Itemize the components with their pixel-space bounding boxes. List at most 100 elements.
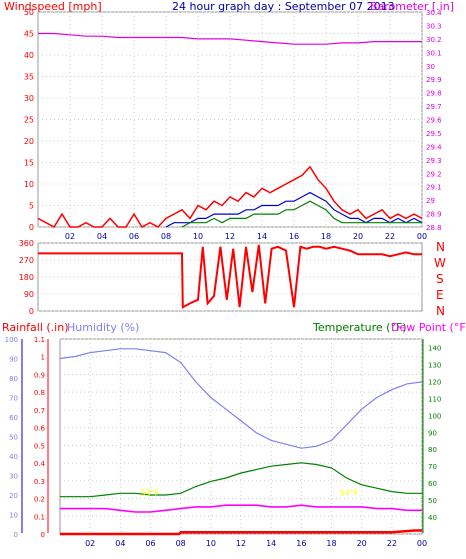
direction-label-n-bottom: N <box>436 304 445 318</box>
temperature-tick: 100 <box>428 412 441 420</box>
top-left-tick: 35 <box>24 73 34 82</box>
series-temperature <box>60 462 422 498</box>
top-right-tick: 29.3 <box>426 157 442 165</box>
top-x-tick: 18 <box>321 232 331 241</box>
top-right-tick: 29.4 <box>426 143 442 151</box>
direction-label-w: W <box>434 256 446 270</box>
series-humidity <box>59 348 423 449</box>
top-right-tick: 28.9 <box>426 211 442 219</box>
temperature-tick: 40 <box>428 514 437 522</box>
rain-tick: 0.8 <box>34 389 45 397</box>
middle-left-tick: 90 <box>24 290 34 299</box>
series-rain <box>60 529 422 536</box>
bottom-x-tick: 14 <box>266 539 276 548</box>
rain-tick: 0.5 <box>34 442 45 450</box>
rain-tick: 0.1 <box>34 513 45 521</box>
top-right-tick: 28.8 <box>426 224 442 232</box>
bottom-x-tick: 22 <box>387 539 397 548</box>
annotation-temp-1: 54°F <box>141 489 160 498</box>
top-x-tick: 10 <box>193 232 203 241</box>
top-right-tick: 29.9 <box>426 76 442 84</box>
temperature-axis-label: Temperature (°F) <box>312 321 407 334</box>
temperature-tick: 70 <box>428 463 437 471</box>
rain-tick: 0 <box>41 531 45 539</box>
humidity-tick: 90 <box>9 356 18 364</box>
rain-tick: 1 <box>41 354 45 362</box>
bottom-x-tick: 12 <box>236 539 246 548</box>
top-right-tick: 30.3 <box>426 22 442 30</box>
top-left-tick: 20 <box>24 137 34 146</box>
rain-tick: 0.9 <box>34 371 45 379</box>
top-left-tick: 25 <box>24 116 34 125</box>
top-left-tick: 30 <box>24 94 34 103</box>
humidity-tick: 40 <box>9 453 18 461</box>
humidity-tick: 100 <box>5 336 18 344</box>
windspeed-axis-label: Windspeed [mph] <box>4 0 102 13</box>
top-x-tick: 00 <box>417 232 427 241</box>
top-right-tick: 29.6 <box>426 117 442 125</box>
top-right-tick: 30.4 <box>426 9 442 17</box>
bottom-x-tick: 10 <box>206 539 216 548</box>
top-x-tick: 22 <box>385 232 395 241</box>
series-direction <box>38 244 422 309</box>
humidity-tick: 0 <box>14 531 18 539</box>
humidity-tick: 30 <box>9 473 18 481</box>
rainfall-axis-label: Rainfall (.in) <box>2 321 69 334</box>
humidity-tick: 80 <box>9 375 18 383</box>
direction-label-n-top: N <box>436 240 445 254</box>
top-left-tick: 50 <box>24 8 34 17</box>
rain-tick: 0.4 <box>34 460 46 468</box>
bottom-x-tick: 04 <box>115 539 125 548</box>
bottom-x-tick: 00 <box>417 539 427 548</box>
temperature-tick: 110 <box>428 395 441 403</box>
barometer-axis-label: Barometer [.in] <box>370 0 454 13</box>
bottom-x-tick: 06 <box>145 539 155 548</box>
top-right-tick: 29.7 <box>426 103 442 111</box>
dewpoint-axis-label: Dew Point (°F) <box>391 321 466 334</box>
top-left-tick: 0 <box>29 223 34 232</box>
series-barometer <box>38 32 422 45</box>
series-gust <box>37 165 423 228</box>
series-dewpoint <box>60 504 422 513</box>
bottom-x-tick: 20 <box>357 539 367 548</box>
temperature-tick: 90 <box>428 429 437 437</box>
top-left-tick: 45 <box>24 30 34 39</box>
top-right-tick: 30.2 <box>426 36 442 44</box>
top-x-tick: 14 <box>257 232 267 241</box>
annotation-temp-2: 54°F <box>340 489 359 498</box>
top-left-tick: 15 <box>24 159 34 168</box>
temperature-tick: 130 <box>428 361 441 369</box>
top-x-tick: 04 <box>97 232 107 241</box>
top-right-tick: 30 <box>426 63 435 71</box>
top-x-tick: 12 <box>225 232 235 241</box>
middle-left-tick: 270 <box>19 256 34 265</box>
direction-label-s: S <box>436 272 444 286</box>
top-left-tick: 10 <box>24 180 34 189</box>
humidity-tick: 50 <box>9 434 18 442</box>
rain-tick: 0.3 <box>34 478 45 486</box>
humidity-tick: 10 <box>9 512 18 520</box>
humidity-axis-label: Humidity (%) <box>67 321 139 334</box>
top-left-tick: 40 <box>24 51 34 60</box>
series-avg <box>165 191 423 228</box>
top-right-tick: 30.1 <box>426 49 442 57</box>
top-right-tick: 29.5 <box>426 130 442 138</box>
rain-tick: 1.1 <box>34 336 45 344</box>
top-left-tick: 5 <box>29 202 34 211</box>
rain-tick: 0.7 <box>34 407 45 415</box>
humidity-tick: 60 <box>9 414 18 422</box>
graph-title: 24 hour graph day : September 07 2013 <box>172 0 395 13</box>
bottom-x-tick: 02 <box>85 539 95 548</box>
rain-tick: 0.6 <box>34 425 46 433</box>
temperature-tick: 140 <box>428 344 441 352</box>
middle-left-tick: 360 <box>19 239 34 248</box>
top-x-tick: 06 <box>129 232 139 241</box>
top-grid <box>38 11 423 312</box>
temperature-tick: 120 <box>428 378 441 386</box>
humidity-tick: 20 <box>9 492 18 500</box>
direction-label-e: E <box>436 288 444 302</box>
series-layer <box>37 32 423 536</box>
tick-labels: 0510152025303540455028.828.92929.129.229… <box>5 8 443 548</box>
